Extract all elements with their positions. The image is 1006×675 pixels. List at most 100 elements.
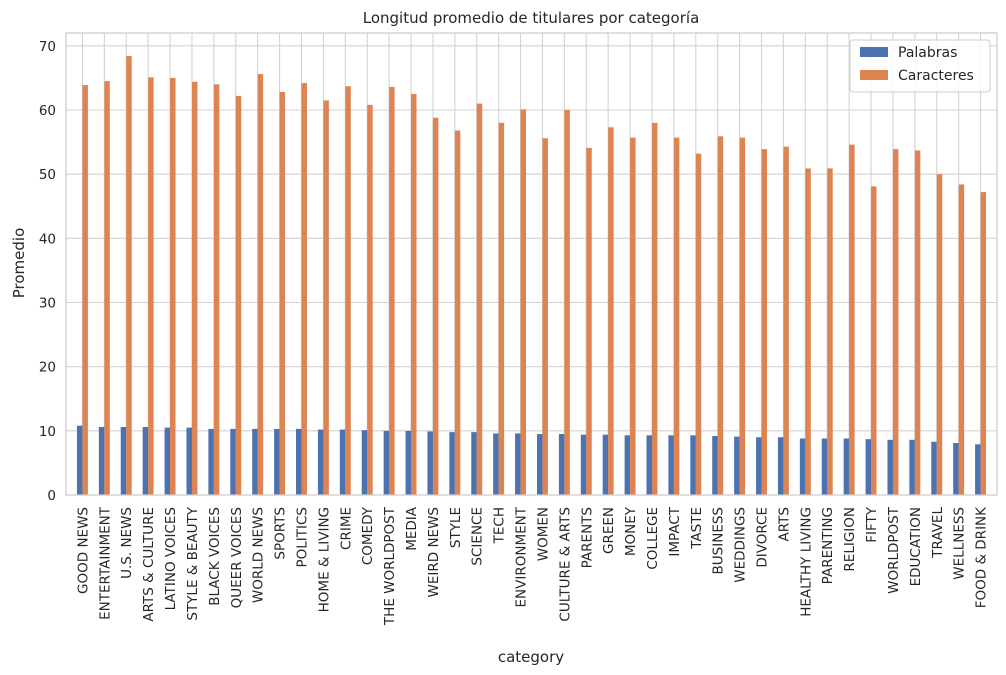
bar-caracteres-politics: [301, 83, 307, 496]
bar-palabras-culture-arts: [558, 434, 565, 495]
bar-palabras-women: [536, 434, 543, 495]
bar-palabras-sports: [274, 428, 280, 495]
x-tick-label: EDUCATION: [908, 507, 924, 586]
bar-caracteres-healthy-living: [805, 168, 811, 495]
bars: [76, 56, 987, 496]
x-tick-label: THE WORLDPOST: [382, 506, 398, 626]
y-tick-label: 40: [39, 231, 56, 247]
bar-caracteres-latino-voices: [170, 77, 176, 496]
bar-caracteres-college: [651, 122, 658, 495]
legend-label-palabras: Palabras: [898, 45, 957, 61]
y-tick-label: 30: [39, 296, 56, 312]
y-tick-label: 20: [39, 360, 56, 376]
x-tick-label: POLITICS: [294, 507, 310, 568]
bar-caracteres-education: [914, 150, 921, 495]
y-tick-label: 70: [39, 39, 56, 55]
bar-caracteres-religion: [849, 144, 855, 495]
chart-title: Longitud promedio de titulares por categ…: [363, 9, 700, 27]
bar-palabras-divorce: [756, 437, 762, 495]
bar-palabras-money: [624, 435, 631, 495]
bar-caracteres-black-voices: [213, 84, 220, 495]
bar-palabras-comedy: [361, 430, 368, 495]
bar-palabras-impact: [668, 435, 674, 495]
x-tick-label: MONEY: [623, 506, 639, 556]
bar-caracteres-style-beauty: [191, 81, 198, 496]
x-tick-label: STYLE: [448, 507, 464, 548]
bar-caracteres-tech: [498, 122, 505, 495]
x-tick-label: DIVORCE: [755, 507, 771, 568]
x-tick-label: ENTERTAINMENT: [97, 506, 113, 620]
bar-palabras-religion: [843, 438, 850, 495]
y-tick-label: 60: [39, 103, 56, 119]
bar-palabras-home-living: [317, 429, 324, 495]
bar-palabras-travel: [931, 441, 937, 495]
bar-caracteres-divorce: [761, 149, 767, 495]
bar-caracteres-environment: [520, 109, 527, 496]
bar-palabras-parents: [580, 434, 587, 495]
bar-palabras-taste: [690, 435, 696, 495]
x-tick-label: WORLDPOST: [886, 506, 902, 594]
bar-caracteres-weddings: [739, 137, 746, 495]
bar-palabras-college: [646, 435, 652, 495]
bar-palabras-style: [449, 432, 455, 495]
bar-palabras-healthy-living: [799, 438, 806, 495]
x-axis-ticks: GOOD NEWS ENTERTAINMENT U.S. NEWS ARTS & CU…: [75, 506, 989, 626]
bar-caracteres-the-worldpost: [389, 86, 395, 496]
bar-palabras-weddings: [734, 436, 740, 495]
bar-caracteres-science: [476, 103, 483, 495]
bar-caracteres-crime: [345, 86, 351, 495]
bar-caracteres-media: [411, 93, 417, 496]
x-tick-label: BUSINESS: [711, 507, 727, 574]
bar-caracteres-food-drink: [980, 192, 987, 495]
legend-swatch-caracteres: [860, 70, 888, 80]
bar-palabras-parenting: [821, 438, 828, 495]
bar-palabras-u-s-news: [120, 426, 127, 495]
bar-caracteres-business: [717, 136, 724, 495]
x-tick-label: COLLEGE: [645, 507, 661, 570]
x-tick-label: ARTS & CULTURE: [141, 507, 157, 622]
x-tick-label: ARTS: [776, 507, 792, 541]
y-tick-label: 0: [47, 488, 56, 504]
bar-caracteres-wellness: [958, 184, 965, 495]
plot-frame: [65, 32, 998, 496]
x-tick-label: PARENTING: [820, 507, 836, 584]
x-tick-label: ENVIRONMENT: [514, 506, 530, 607]
x-tick-label: WORLD NEWS: [251, 507, 267, 603]
bar-caracteres-fifty: [871, 186, 877, 496]
grid: [66, 33, 997, 496]
bar-caracteres-good-news: [82, 84, 88, 495]
x-tick-label: WEIRD NEWS: [426, 507, 442, 597]
bar-palabras-science: [471, 432, 477, 495]
bar-caracteres-entertainment: [104, 81, 110, 496]
x-tick-label: HEALTHY LIVING: [798, 507, 814, 617]
bar-palabras-business: [712, 435, 718, 495]
bar-palabras-food-drink: [975, 444, 981, 495]
bar-palabras-tech: [493, 433, 499, 495]
x-tick-label: WELLNESS: [952, 507, 968, 580]
x-tick-label: CRIME: [338, 507, 354, 550]
bar-caracteres-arts: [783, 146, 789, 495]
bar-palabras-black-voices: [208, 428, 214, 495]
bar-caracteres-home-living: [323, 100, 329, 496]
y-tick-label: 10: [39, 424, 56, 440]
bar-caracteres-arts-culture: [148, 77, 154, 495]
y-axis-label: Promedio: [10, 228, 28, 299]
x-tick-label: PARENTS: [579, 507, 595, 568]
bar-palabras-latino-voices: [164, 427, 171, 496]
bar-palabras-green: [602, 434, 609, 495]
bar-caracteres-taste: [695, 153, 702, 495]
bar-palabras-wellness: [953, 443, 959, 495]
bar-caracteres-world-news: [257, 74, 264, 495]
x-tick-label: WEDDINGS: [733, 507, 749, 583]
bar-palabras-queer-voices: [230, 428, 236, 495]
x-tick-label: RELIGION: [842, 507, 858, 572]
x-tick-label: BLACK VOICES: [207, 507, 223, 606]
bar-palabras-worldpost: [887, 439, 893, 495]
bar-palabras-politics: [296, 428, 302, 495]
x-axis-label: category: [498, 648, 564, 666]
y-tick-label: 50: [39, 167, 56, 183]
bar-caracteres-green: [608, 127, 614, 495]
bar-caracteres-impact: [673, 137, 680, 495]
bar-caracteres-comedy: [367, 104, 373, 496]
